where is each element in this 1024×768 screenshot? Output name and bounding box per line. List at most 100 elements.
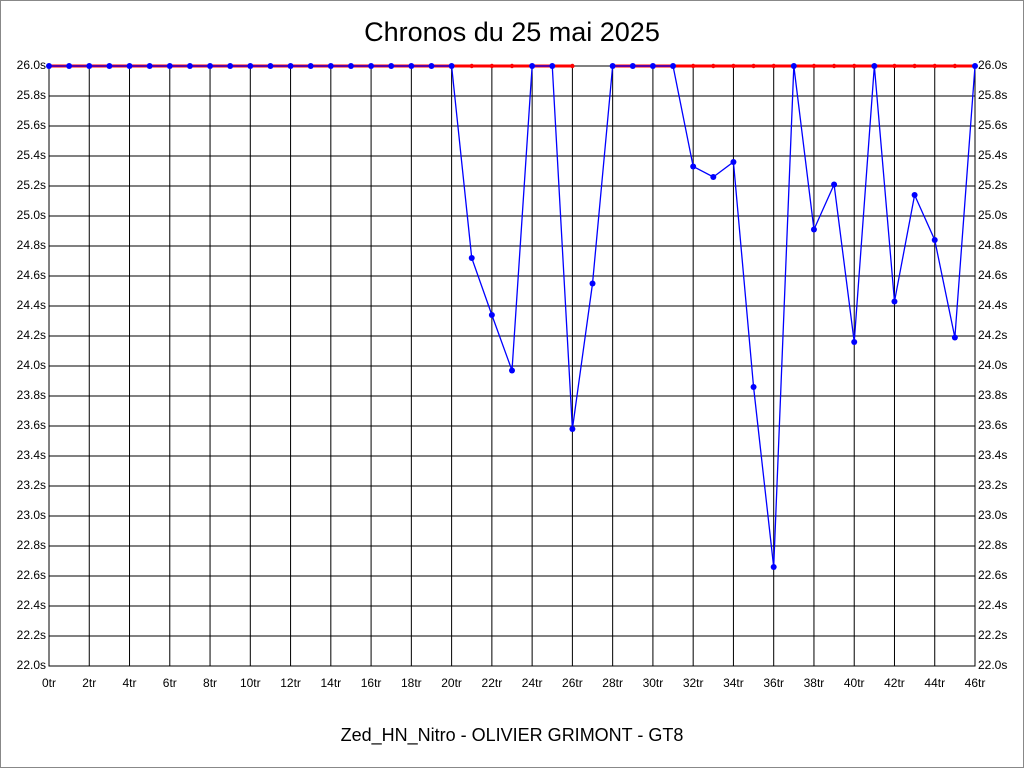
- x-tick-label: 14tr: [320, 676, 341, 690]
- y-tick-label-right: 22.4s: [978, 598, 1007, 612]
- point: [831, 181, 838, 188]
- point: [146, 63, 153, 69]
- y-tick-label-right: 25.8s: [978, 88, 1007, 102]
- point: [649, 63, 656, 69]
- y-tick-label: 22.6s: [17, 568, 46, 582]
- point: [891, 298, 898, 305]
- point: [570, 63, 575, 69]
- point: [388, 63, 395, 69]
- y-tick-label-right: 24.4s: [978, 298, 1007, 312]
- x-tick-label: 40tr: [844, 676, 865, 690]
- point: [931, 237, 938, 243]
- point: [831, 63, 837, 69]
- x-tick-label: 6tr: [163, 676, 177, 690]
- point: [770, 564, 777, 570]
- point: [589, 280, 596, 287]
- y-tick-label: 23.8s: [17, 388, 46, 402]
- y-tick-label: 25.4s: [17, 148, 46, 162]
- y-tick-label: 24.4s: [17, 298, 46, 312]
- x-tick-label: 32tr: [683, 676, 704, 690]
- point: [408, 63, 415, 69]
- x-tick-label: 20tr: [441, 676, 462, 690]
- y-tick-label: 23.0s: [17, 508, 46, 522]
- point: [750, 384, 757, 390]
- x-tick-label: 0tr: [42, 676, 56, 690]
- y-tick-label: 24.2s: [17, 328, 46, 342]
- y-tick-label-right: 22.0s: [978, 658, 1007, 672]
- x-tick-label: 38tr: [804, 676, 825, 690]
- point: [327, 63, 334, 69]
- x-tick-label: 12tr: [280, 676, 301, 690]
- y-tick-label-right: 22.6s: [978, 568, 1007, 582]
- point: [227, 63, 234, 69]
- y-tick-label-right: 25.0s: [978, 208, 1007, 222]
- y-tick-label: 22.2s: [17, 628, 46, 642]
- point: [469, 63, 474, 69]
- y-tick-label-right: 24.6s: [978, 268, 1007, 282]
- x-tick-label: 42tr: [884, 676, 905, 690]
- point: [871, 63, 878, 69]
- point: [932, 63, 937, 69]
- x-tick-label: 44tr: [924, 676, 945, 690]
- point: [428, 63, 435, 69]
- point: [751, 63, 756, 69]
- point: [952, 63, 958, 69]
- point: [509, 367, 515, 374]
- point: [66, 63, 73, 69]
- y-tick-label: 23.4s: [17, 448, 46, 462]
- point: [106, 63, 113, 69]
- point: [951, 334, 958, 341]
- x-tick-label: 16tr: [361, 676, 382, 690]
- point: [287, 63, 294, 69]
- x-tick-label: 30tr: [643, 676, 664, 690]
- x-tick-label: 28tr: [602, 676, 623, 690]
- y-tick-label: 22.0s: [17, 658, 46, 672]
- point: [86, 63, 93, 69]
- point: [347, 63, 354, 69]
- y-tick-label-right: 26.0s: [978, 58, 1007, 72]
- point: [247, 63, 254, 69]
- x-tick-label: 36tr: [763, 676, 784, 690]
- point: [730, 159, 737, 165]
- point: [892, 63, 897, 69]
- x-tick-label: 2tr: [82, 676, 96, 690]
- y-tick-label-right: 22.2s: [978, 628, 1007, 642]
- y-tick-label-right: 23.0s: [978, 508, 1007, 522]
- point: [811, 63, 817, 69]
- point: [912, 63, 917, 69]
- y-tick-label: 25.0s: [17, 208, 46, 222]
- y-tick-label: 25.6s: [17, 118, 46, 132]
- point: [852, 63, 857, 69]
- point: [488, 312, 495, 318]
- point: [771, 63, 776, 69]
- point: [166, 63, 173, 69]
- y-tick-label: 26.0s: [17, 58, 46, 72]
- point: [790, 63, 797, 69]
- point: [267, 63, 274, 69]
- x-tick-label: 4tr: [123, 676, 137, 690]
- x-tick-label: 22tr: [482, 676, 503, 690]
- x-tick-label: 8tr: [203, 676, 217, 690]
- point: [207, 63, 214, 69]
- point: [710, 174, 717, 180]
- point: [690, 163, 697, 170]
- y-tick-label-right: 23.8s: [978, 388, 1007, 402]
- x-tick-label: 34tr: [723, 676, 744, 690]
- y-tick-label: 25.8s: [17, 88, 46, 102]
- point: [911, 192, 918, 198]
- y-tick-label-right: 23.6s: [978, 418, 1007, 432]
- y-tick-label-right: 25.6s: [978, 118, 1007, 132]
- point: [126, 63, 133, 69]
- y-tick-label-right: 22.8s: [978, 538, 1007, 552]
- x-tick-label: 26tr: [562, 676, 583, 690]
- x-tick-label: 18tr: [401, 676, 422, 690]
- point: [368, 63, 375, 69]
- x-tick-label: 46tr: [965, 676, 986, 690]
- point: [609, 63, 616, 69]
- y-tick-label-right: 24.8s: [978, 238, 1007, 252]
- point: [549, 63, 556, 69]
- point: [307, 63, 314, 69]
- point: [851, 339, 858, 345]
- y-tick-label: 25.2s: [17, 178, 46, 192]
